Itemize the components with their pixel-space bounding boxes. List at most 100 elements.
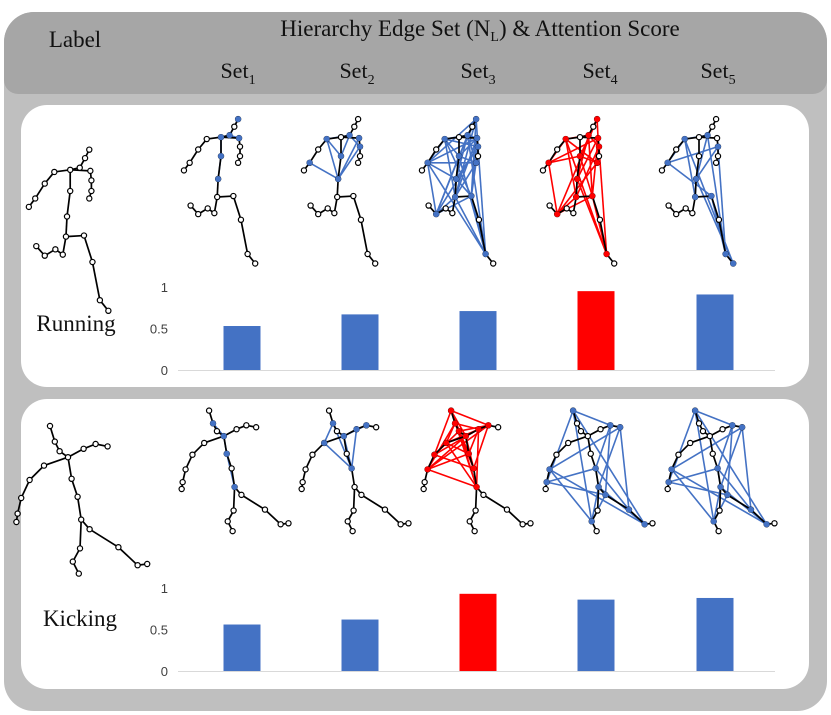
- joint: [298, 485, 305, 493]
- highlighted-joint: [603, 251, 610, 257]
- bar-set5: [696, 597, 734, 671]
- bone: [43, 456, 69, 467]
- joint: [713, 134, 721, 142]
- highlighted-joint: [668, 466, 675, 473]
- joint: [194, 146, 202, 153]
- attention-edge: [572, 409, 611, 427]
- attention-edge: [594, 425, 612, 469]
- attention-edge: [670, 468, 715, 522]
- bone: [352, 487, 356, 511]
- running-set2-skeleton: [300, 115, 379, 267]
- joint: [325, 407, 333, 414]
- kicking-set5-skeleton: [664, 407, 778, 535]
- joint: [66, 166, 74, 174]
- joint: [351, 123, 358, 130]
- attention-edge: [667, 162, 712, 197]
- bar-set5: [696, 294, 734, 370]
- joint: [594, 507, 601, 514]
- joint: [449, 209, 456, 217]
- attention-edge: [694, 409, 733, 427]
- highlighted-joint: [573, 194, 580, 200]
- highlighted-joint: [588, 518, 595, 525]
- attention-edge: [572, 410, 646, 525]
- bone: [217, 156, 222, 180]
- joint: [372, 260, 379, 267]
- joint: [41, 252, 48, 259]
- highlighted-joint: [452, 420, 459, 427]
- joint: [203, 135, 210, 143]
- joint: [584, 432, 592, 440]
- joint: [285, 520, 292, 527]
- attention-edge: [458, 424, 489, 432]
- highlighted-joint: [577, 153, 583, 160]
- highlighted-joint: [607, 422, 614, 429]
- bone: [726, 494, 752, 511]
- joint: [695, 133, 703, 141]
- attention-edge: [350, 429, 358, 469]
- attention-edge: [323, 423, 334, 444]
- joint: [425, 202, 432, 209]
- joint: [665, 202, 672, 209]
- joint: [234, 159, 242, 166]
- bone: [240, 494, 266, 511]
- y-tick-label: 1: [161, 581, 168, 596]
- highlighted-joint: [348, 465, 355, 472]
- set-label-4: Set4: [582, 58, 618, 88]
- highlighted-joint: [424, 466, 431, 473]
- attention-edge: [546, 467, 596, 483]
- attention-edge: [595, 467, 630, 511]
- highlighted-joint: [592, 465, 599, 472]
- highlighted-joint: [465, 450, 472, 457]
- attention-edge: [548, 468, 593, 522]
- highlighted-joint: [717, 484, 724, 491]
- bar-chart-2: 00.51: [150, 581, 775, 679]
- attention-edge: [576, 178, 608, 255]
- joint: [695, 420, 703, 427]
- highlighted-joint: [330, 420, 337, 427]
- attention-edge: [325, 138, 339, 180]
- highlighted-joint: [585, 132, 592, 139]
- attention-edge: [667, 145, 719, 164]
- highlighted-joint: [338, 153, 344, 160]
- joint: [178, 485, 185, 493]
- joint: [596, 216, 604, 223]
- bar-set1: [223, 624, 261, 671]
- joint: [89, 258, 96, 266]
- attention-edge: [458, 137, 478, 157]
- attention-edge: [426, 422, 456, 470]
- joint: [41, 180, 48, 187]
- attention-edge: [694, 410, 768, 525]
- joint: [180, 167, 188, 174]
- highlighted-joint: [747, 506, 754, 513]
- attention-edge: [454, 137, 478, 198]
- highlighted-joint: [704, 132, 711, 139]
- highlighted-joint: [473, 159, 480, 166]
- joint: [189, 451, 196, 458]
- joint: [519, 521, 526, 528]
- joint: [421, 478, 428, 486]
- highlighted-joint: [574, 175, 581, 182]
- bone: [599, 219, 608, 255]
- bone: [596, 487, 600, 511]
- joint: [66, 187, 74, 195]
- attention-edge: [444, 138, 460, 157]
- highlighted-joint: [664, 159, 671, 166]
- y-tick-label: 0.5: [150, 623, 168, 638]
- highlighted-joint: [226, 132, 233, 139]
- highlighted-joint: [470, 465, 477, 472]
- joint: [236, 143, 244, 150]
- joint: [475, 216, 483, 223]
- attention-edge: [548, 137, 599, 164]
- bone: [591, 195, 601, 221]
- joint: [204, 205, 211, 212]
- highlighted-joint: [452, 194, 459, 200]
- set-label-3: Set3: [460, 58, 496, 88]
- joint: [433, 146, 440, 153]
- highlighted-joint: [681, 136, 688, 143]
- kicking-set3-skeleton: [420, 407, 534, 535]
- joint: [96, 297, 104, 304]
- highlighted-joint: [763, 521, 770, 528]
- joint: [86, 526, 93, 533]
- highlighted-joint: [554, 211, 561, 218]
